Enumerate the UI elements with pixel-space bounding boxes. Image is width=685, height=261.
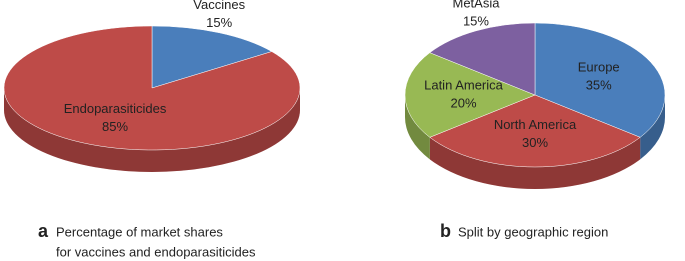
slice-label: Endoparasiticides	[64, 101, 167, 116]
slice-value: 15%	[463, 13, 489, 28]
slice-value: 20%	[450, 95, 476, 110]
caption: for vaccines and endoparasiticides	[56, 244, 256, 259]
side-shade	[4, 88, 300, 172]
side-face	[429, 137, 641, 189]
side-shade	[429, 137, 641, 189]
slice-label: Latin America	[424, 77, 504, 92]
slice	[534, 22, 666, 138]
slice	[429, 94, 641, 168]
slice-side	[429, 137, 641, 189]
slice-value: 35%	[586, 77, 612, 92]
panel-letter: b	[440, 221, 451, 241]
side-face	[4, 88, 300, 172]
slice-value: 85%	[102, 119, 128, 134]
slice	[404, 52, 536, 138]
caption: Percentage of market shares	[56, 224, 223, 239]
side-face	[405, 95, 430, 160]
side-shade	[640, 95, 665, 160]
slice-side	[640, 95, 665, 160]
slice	[151, 25, 273, 89]
slice-side	[405, 95, 430, 160]
caption: Split by geographic region	[458, 224, 608, 239]
slice	[429, 22, 536, 96]
slice-label: Vaccines	[193, 0, 245, 12]
side-face	[640, 95, 665, 160]
slice-label: North America	[494, 117, 577, 132]
slice-value: 15%	[206, 15, 232, 30]
panel-letter: a	[38, 221, 49, 241]
slice-label: Europe	[578, 59, 620, 74]
slice	[3, 25, 301, 151]
side-shade	[405, 95, 430, 160]
slice-label: MetAsia	[452, 0, 500, 10]
slice-side	[4, 88, 300, 172]
slice-value: 30%	[522, 135, 548, 150]
